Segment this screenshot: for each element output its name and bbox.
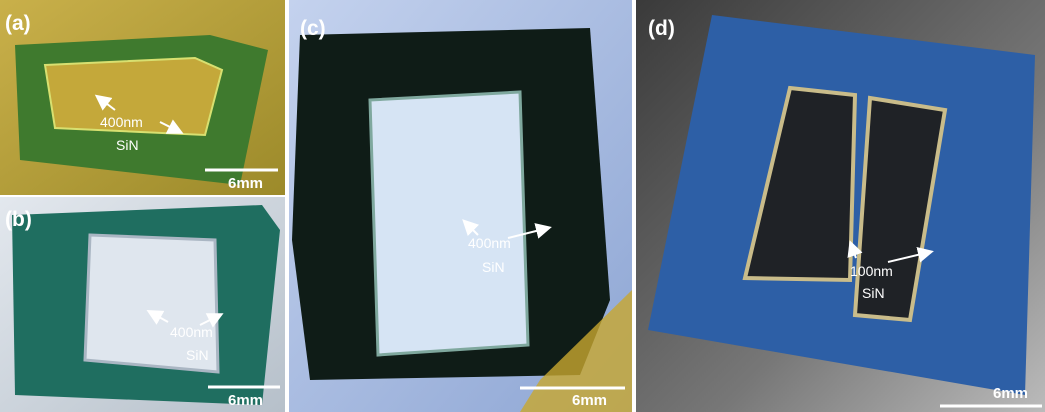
panel-label: (b) — [5, 208, 32, 231]
panel-b: (b) 400nm SiN 6mm — [0, 197, 285, 412]
panel-label: (a) — [5, 12, 31, 35]
panel-a: (a) 400nm SiN 6mm — [0, 0, 285, 195]
panel-label: (c) — [300, 17, 326, 40]
material: SiN — [186, 347, 209, 363]
material: SiN — [482, 259, 505, 275]
thickness: 400nm — [170, 324, 213, 340]
scale-label: 6mm — [228, 175, 263, 192]
panel-c: (c) 400nm SiN 6mm — [289, 0, 632, 412]
thickness: 400nm — [468, 235, 511, 251]
scale-label: 6mm — [572, 392, 607, 409]
scale-label: 6mm — [993, 385, 1028, 402]
window — [370, 92, 528, 355]
material: SiN — [116, 137, 139, 153]
figure: (a) 400nm SiN 6mm (b) 400nm SiN 6mm (c) … — [0, 0, 1045, 412]
thickness: 400nm — [100, 114, 143, 130]
thickness: 100nm — [850, 263, 893, 279]
material: SiN — [862, 285, 885, 301]
panel-d: (d) 100nm SiN 6mm — [636, 0, 1045, 412]
panel-label: (d) — [648, 17, 675, 40]
scale-label: 6mm — [228, 392, 263, 409]
